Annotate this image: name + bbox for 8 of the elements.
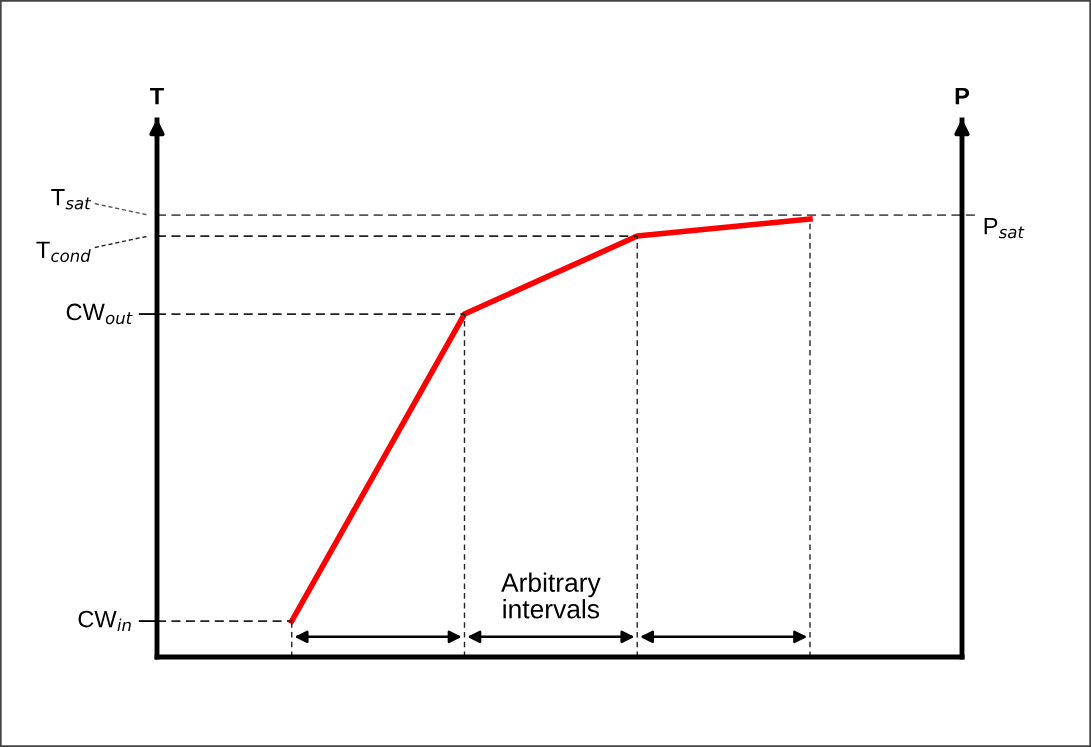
ref-line-label: T$_{cond}$ [36,241,91,263]
ref-line-label: CW$_{out}$ [66,303,133,325]
y-axis-title: T [150,87,164,105]
ref-line-label: CW$_{in}$ [78,610,131,632]
y2-axis-title: P [955,87,970,105]
annotation: Arbitrary intervals [501,572,601,619]
text: P$_{sat}$ [984,218,1025,239]
ref-line-label: T$_{sat}$ [51,189,92,210]
